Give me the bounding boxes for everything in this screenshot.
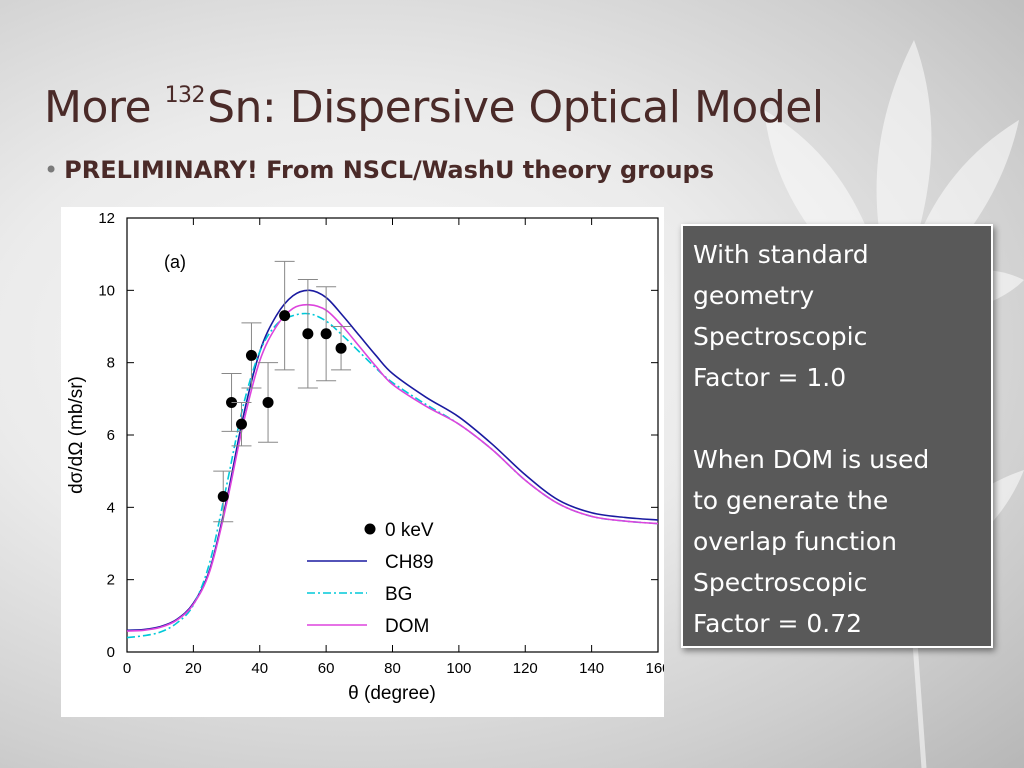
panel-label: (a): [164, 252, 186, 272]
x-tick-label: 40: [251, 660, 268, 677]
slide-bullet: • PRELIMINARY! From NSCL/WashU theory gro…: [44, 156, 714, 184]
note-line: When DOM is used: [693, 445, 930, 474]
note-line: Factor = 1.0: [693, 363, 847, 392]
x-axis-label: θ (degree): [348, 683, 436, 704]
legend-label: DOM: [385, 616, 429, 637]
note-line: geometry: [693, 281, 815, 310]
legend-label: BG: [385, 584, 412, 605]
axis-ticks: 0 20 40 60 80 100 120 140 160 0 2 4 6 8 10 12: [98, 210, 664, 677]
legend: 0 keV CH89 BG DOM: [307, 520, 434, 637]
bullet-marker: •: [44, 156, 59, 184]
x-tick-label: 80: [384, 660, 401, 677]
note-spacer: [693, 398, 981, 439]
note-line: With standard: [693, 240, 869, 269]
chart-panel: (a) θ (degree) dσ/dΩ (mb/sr) 0 20 40 60 80 10…: [61, 207, 664, 717]
x-tick-label: 120: [513, 660, 538, 677]
x-tick-label: 140: [579, 660, 604, 677]
note-line: Factor = 0.72: [693, 609, 863, 638]
y-tick-label: 4: [107, 499, 115, 516]
legend-marker-point: [364, 523, 376, 535]
data-point: [245, 349, 257, 361]
slide-title: More 132Sn: Dispersive Optical Model: [44, 82, 824, 133]
note-line: Spectroscopic: [693, 568, 868, 597]
data-point: [217, 490, 229, 502]
x-tick-label: 60: [318, 660, 335, 677]
y-tick-label: 8: [107, 355, 115, 372]
x-tick-label: 20: [185, 660, 202, 677]
bullet-text: PRELIMINARY! From NSCL/WashU theory grou…: [64, 156, 714, 184]
y-tick-label: 0: [107, 644, 115, 661]
theory-curves: [126, 289, 659, 639]
note-line: overlap function: [693, 527, 897, 556]
legend-label: 0 keV: [385, 520, 434, 541]
data-point: [262, 396, 274, 408]
x-tick-label: 160: [645, 660, 664, 677]
cross-section-chart: (a) θ (degree) dσ/dΩ (mb/sr) 0 20 40 60 80 10…: [66, 210, 664, 704]
y-tick-label: 2: [107, 572, 115, 589]
data-point: [279, 310, 291, 322]
info-callout: With standard geometry Spectroscopic Fac…: [681, 224, 993, 648]
data-point: [320, 328, 332, 340]
y-tick-label: 12: [98, 210, 115, 227]
note-line: to generate the: [693, 486, 889, 515]
y-tick-label: 10: [98, 282, 115, 299]
data-point: [302, 328, 314, 340]
legend-label: CH89: [385, 552, 434, 573]
data-point: [335, 342, 347, 354]
data-point: [235, 418, 247, 430]
data-points: [213, 260, 352, 523]
y-axis-label: dσ/dΩ (mb/sr): [66, 376, 87, 494]
x-tick-label: 100: [446, 660, 471, 677]
series-line-dom: [126, 303, 659, 632]
y-tick-label: 6: [107, 427, 115, 444]
x-tick-label: 0: [123, 660, 131, 677]
note-line: Spectroscopic: [693, 322, 868, 351]
